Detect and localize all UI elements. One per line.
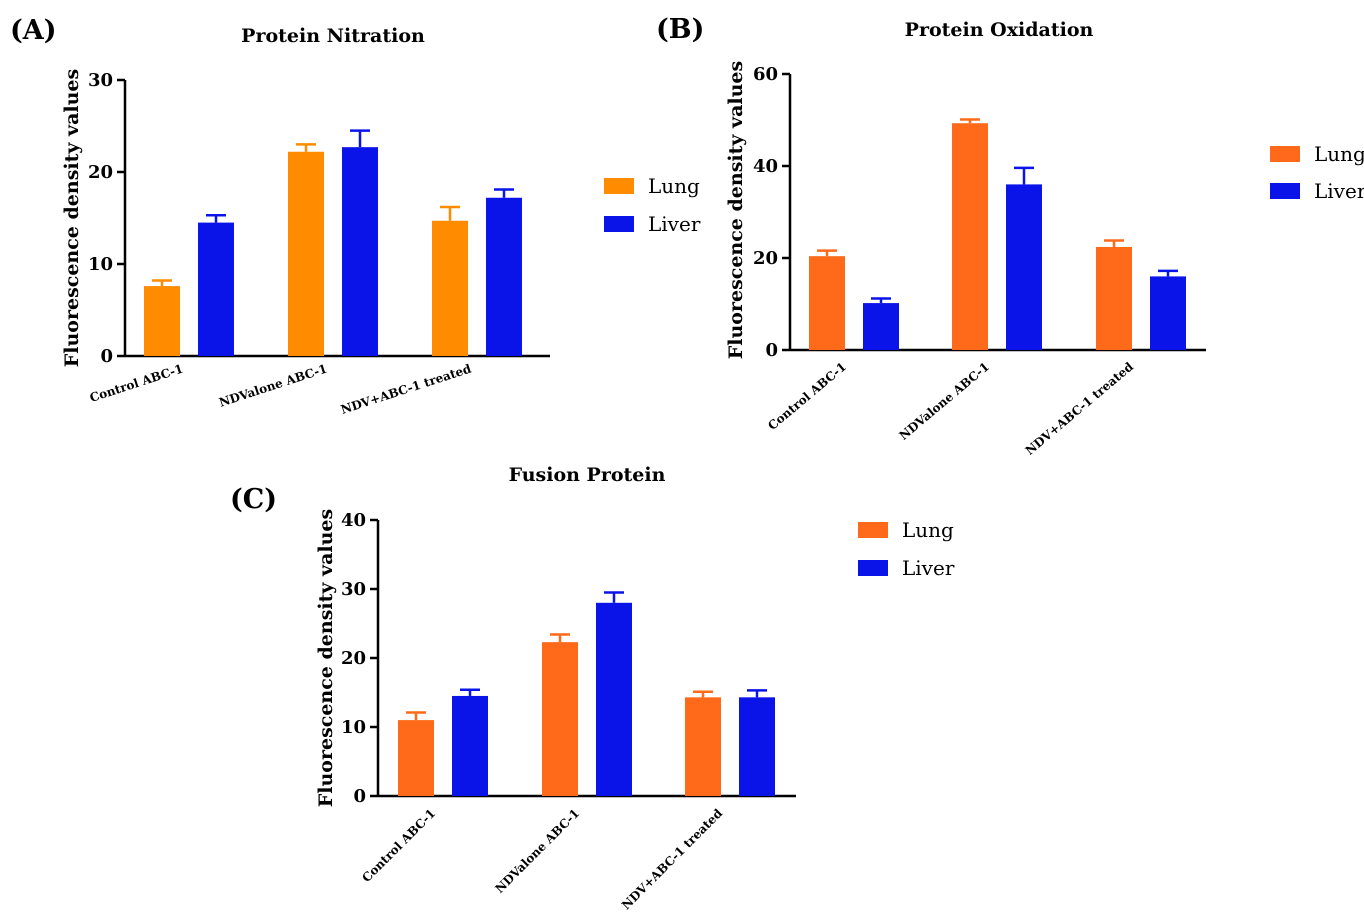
x-category-label: Control ABC-1 xyxy=(765,360,849,433)
chart-panel-c: (C) Fusion Protein Fluorescence density va… xyxy=(230,464,955,912)
bar-lung-3 xyxy=(685,697,721,796)
x-category-label: NDV+ABC-1 treated xyxy=(339,361,473,417)
y-tick-label: 0 xyxy=(765,340,778,361)
y-tick-label: 10 xyxy=(341,717,366,738)
y-tick-label: 30 xyxy=(341,579,366,600)
chart-panel-b: (B) Protein Oxidation Fluorescence density… xyxy=(656,14,1364,458)
legend-label: Lung xyxy=(902,518,954,542)
x-category-label: Control ABC-1 xyxy=(88,362,185,405)
bar-liver-2 xyxy=(342,147,378,356)
legend-swatch-liver xyxy=(604,216,634,232)
y-axis-label: Fluorescence density values xyxy=(315,509,337,807)
y-tick-label: 10 xyxy=(88,254,113,275)
legend-swatch-lung xyxy=(1270,146,1300,162)
bar-lung-1 xyxy=(809,256,845,350)
legend-label: Lung xyxy=(1314,142,1364,166)
legend-swatch-lung xyxy=(604,178,634,194)
y-tick-label: 40 xyxy=(753,156,778,177)
bar-liver-1 xyxy=(198,222,234,356)
legend-swatch-lung xyxy=(858,522,888,538)
bar-lung-1 xyxy=(398,720,434,796)
legend-label: Lung xyxy=(648,174,700,198)
y-tick-label: 20 xyxy=(341,648,366,669)
bar-lung-3 xyxy=(1096,246,1132,350)
bar-liver-2 xyxy=(1006,184,1042,350)
y-tick-label: 20 xyxy=(753,248,778,269)
x-category-label: Control ABC-1 xyxy=(359,806,438,885)
legend-label: Liver xyxy=(648,212,701,236)
y-axis-label: Fluorescence density values xyxy=(725,61,747,359)
y-tick-label: 0 xyxy=(353,786,366,807)
x-category-label: NDValone ABC-1 xyxy=(217,362,329,410)
chart-title: Protein Oxidation xyxy=(905,19,1094,41)
x-category-label: NDV+ABC-1 treated xyxy=(619,806,726,913)
panel-label: (C) xyxy=(230,484,277,515)
bar-liver-1 xyxy=(452,695,488,796)
chart-title: Protein Nitration xyxy=(241,25,425,47)
y-tick-label: 40 xyxy=(341,510,366,531)
bar-lung-2 xyxy=(288,151,324,356)
y-tick-label: 20 xyxy=(88,162,113,183)
legend-label: Liver xyxy=(1314,179,1364,203)
bar-liver-2 xyxy=(596,602,632,796)
bar-lung-2 xyxy=(542,642,578,796)
bar-liver-1 xyxy=(863,303,899,350)
legend-label: Liver xyxy=(902,556,955,580)
bar-lung-3 xyxy=(432,220,468,356)
bar-liver-3 xyxy=(739,697,775,796)
chart-panel-a: (A) Protein Nitration Fluorescence density… xyxy=(10,15,701,417)
bar-lung-2 xyxy=(952,123,988,350)
x-category-label: NDValone ABC-1 xyxy=(492,806,582,896)
legend-swatch-liver xyxy=(858,560,888,576)
bar-lung-1 xyxy=(144,286,180,356)
y-tick-label: 60 xyxy=(753,64,778,85)
x-category-label: NDV+ABC-1 treated xyxy=(1023,359,1137,458)
y-axis-label: Fluorescence density values xyxy=(61,69,83,367)
bar-liver-3 xyxy=(486,197,522,356)
bar-liver-3 xyxy=(1150,276,1186,350)
chart-title: Fusion Protein xyxy=(509,464,666,486)
x-category-label: NDValone ABC-1 xyxy=(897,360,992,443)
legend-swatch-liver xyxy=(1270,183,1300,199)
y-tick-label: 0 xyxy=(100,346,113,367)
y-tick-label: 30 xyxy=(88,70,113,91)
panel-label: (A) xyxy=(10,15,57,46)
panel-label: (B) xyxy=(656,14,704,45)
